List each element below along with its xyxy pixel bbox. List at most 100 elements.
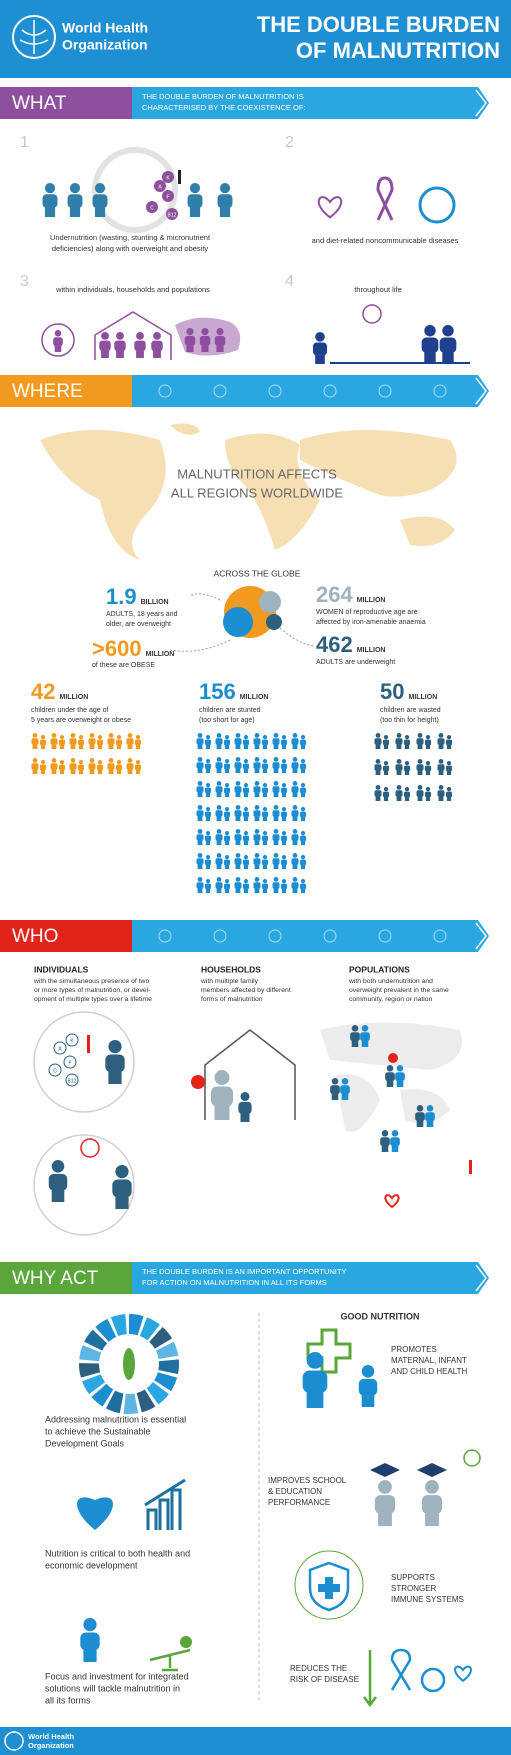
icon-head: [273, 829, 279, 834]
icon-body: [215, 834, 223, 841]
icon-legs: [135, 769, 141, 774]
icon-legs: [292, 791, 298, 797]
icon-head: [235, 781, 241, 786]
icon-legs: [404, 796, 410, 801]
icon-head: [235, 853, 241, 858]
footer-bar: [0, 1727, 511, 1755]
icon-head: [197, 733, 203, 738]
icon-head: [300, 855, 306, 860]
icon-legs: [116, 744, 122, 749]
child-icon: [437, 733, 445, 749]
sdg-segment: [155, 1341, 179, 1360]
icon-head: [281, 855, 287, 860]
child-icon: [234, 853, 242, 869]
column-title: INDIVIDUALS: [34, 964, 89, 974]
icon-head: [108, 758, 114, 763]
child-icon: [272, 757, 280, 773]
icon-body: [215, 738, 223, 745]
map-continent: [335, 1074, 380, 1132]
why-text: economic development: [45, 1560, 138, 1570]
banner-chevron: [475, 89, 487, 117]
icon-legs: [281, 888, 287, 893]
icon-body: [253, 810, 261, 817]
icon-body: [395, 1072, 405, 1082]
icon-legs: [273, 815, 279, 821]
banner-chevron: [475, 922, 487, 950]
stat-unit: MILLION: [146, 651, 175, 658]
icon-legs: [425, 796, 431, 801]
icon-head: [135, 735, 141, 740]
icon-body: [215, 810, 223, 817]
icon-body: [67, 194, 83, 208]
icon-legs: [40, 744, 46, 749]
icon-head: [108, 1040, 122, 1054]
icon-body: [374, 738, 382, 745]
child-icon: [196, 781, 204, 797]
icon-legs: [78, 744, 84, 749]
icon-head: [243, 735, 249, 740]
icon-head: [127, 758, 133, 763]
icon-head: [89, 758, 95, 763]
icon-body: [223, 739, 231, 746]
child-icon: [291, 853, 299, 869]
child-icon: [261, 831, 269, 845]
vitamin-letter: B12: [68, 1078, 77, 1084]
icon-legs: [386, 1079, 394, 1087]
icon-legs: [262, 840, 268, 845]
icon-legs: [235, 887, 241, 893]
section-label: WHAT: [12, 93, 67, 114]
child-icon: [242, 831, 250, 845]
health-heart-icon: [76, 1497, 114, 1530]
icon-head: [224, 855, 230, 860]
icon-body: [374, 764, 382, 771]
person-icon: [312, 332, 328, 364]
icon-body: [42, 194, 58, 208]
child-icon: [416, 733, 424, 749]
icon-legs: [383, 770, 389, 775]
icon-body: [223, 883, 231, 890]
column-text: with multiple family: [200, 978, 259, 985]
icon-head: [32, 758, 38, 763]
icon-body: [88, 763, 96, 770]
icon-legs: [197, 743, 203, 749]
child-icon: [403, 761, 411, 775]
person-icon: [390, 1130, 400, 1152]
icon-head: [70, 733, 76, 738]
icon-legs: [205, 840, 211, 845]
icon-legs: [219, 205, 231, 217]
icon-head: [216, 829, 222, 834]
child-icon: [424, 761, 432, 775]
shield-cross: [318, 1577, 340, 1599]
icon-head: [235, 757, 241, 762]
icon-legs: [262, 768, 268, 773]
icon-legs: [396, 769, 402, 775]
icon-body: [214, 335, 226, 346]
icon-legs: [361, 1392, 375, 1407]
icon-head: [235, 829, 241, 834]
child-icon: [126, 733, 134, 749]
child-icon: [223, 831, 231, 845]
person-icon: [415, 1105, 425, 1127]
icon-legs: [396, 743, 402, 749]
food-icon: [158, 929, 172, 943]
icon-body: [291, 810, 299, 817]
blood-drop: [388, 1053, 398, 1063]
icon-legs: [341, 1092, 349, 1100]
icon-head: [378, 1480, 392, 1494]
icon-body: [291, 858, 299, 865]
icon-body: [280, 787, 288, 794]
person-icon: [350, 1025, 360, 1047]
icon-body: [77, 739, 85, 746]
icon-body: [151, 340, 163, 351]
icon-head: [292, 853, 298, 858]
icon-legs: [438, 743, 444, 749]
icon-head: [94, 183, 106, 194]
child-icon: [261, 735, 269, 749]
banner-text: THE DOUBLE BURDEN OF MALNUTRITION IS: [142, 92, 304, 101]
person-icon: [439, 325, 457, 363]
icon-body: [374, 790, 382, 797]
icon-legs: [51, 743, 57, 749]
icon-head: [341, 1078, 349, 1085]
child-icon: [215, 757, 223, 773]
icon-legs: [273, 791, 279, 797]
